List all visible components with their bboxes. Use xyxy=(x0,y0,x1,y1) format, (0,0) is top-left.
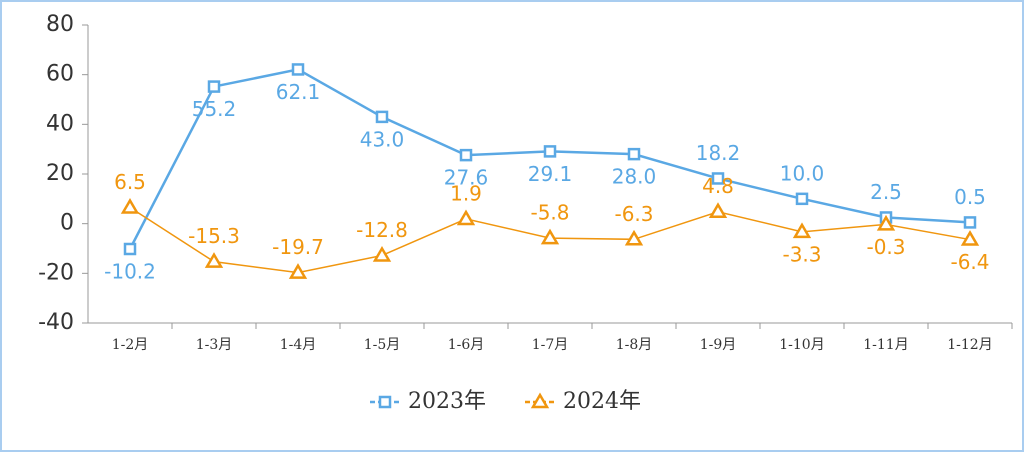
data-point xyxy=(543,145,557,158)
data-point xyxy=(459,148,473,162)
data-point xyxy=(627,147,641,161)
data-label: 1.9 xyxy=(450,181,482,205)
data-label: 43.0 xyxy=(360,127,405,151)
data-label: -19.7 xyxy=(272,235,324,259)
y-tick-label: 0 xyxy=(60,211,74,236)
data-label: -3.3 xyxy=(782,242,821,266)
legend-marker xyxy=(530,392,550,409)
y-tick-label: 20 xyxy=(46,161,74,186)
data-point xyxy=(207,80,221,93)
x-tick-label: 1-9月 xyxy=(700,337,737,353)
data-point xyxy=(288,263,308,279)
data-label: 6.5 xyxy=(114,170,146,194)
data-point xyxy=(711,172,725,185)
data-point xyxy=(456,209,476,226)
data-point xyxy=(708,202,728,218)
data-point xyxy=(123,242,137,256)
data-label: -0.3 xyxy=(866,235,905,259)
legend-label: 2023年 xyxy=(408,389,486,414)
x-tick-label: 1-6月 xyxy=(448,337,485,353)
legend-label: 2024年 xyxy=(563,389,641,414)
data-label: -10.2 xyxy=(104,259,156,283)
y-tick-label: 40 xyxy=(46,111,74,136)
data-point xyxy=(120,198,140,214)
data-label: -6.4 xyxy=(950,250,989,274)
x-tick-label: 1-5月 xyxy=(364,337,401,353)
y-tick-label: -20 xyxy=(38,260,74,285)
data-label: -6.3 xyxy=(614,202,653,226)
data-label: 28.0 xyxy=(612,165,657,189)
x-tick-label: 1-10月 xyxy=(779,337,824,353)
data-label: 10.0 xyxy=(780,161,825,185)
x-tick-label: 1-11月 xyxy=(863,337,908,353)
legend-marker xyxy=(378,395,392,409)
data-label: -5.8 xyxy=(530,201,569,225)
data-point xyxy=(876,214,896,231)
data-point xyxy=(291,63,305,76)
x-tick-label: 1-4月 xyxy=(280,337,317,353)
x-tick-label: 1-8月 xyxy=(616,337,653,353)
data-point xyxy=(624,229,644,246)
data-point xyxy=(792,222,812,239)
y-tick-label: 60 xyxy=(46,62,74,87)
data-label: 62.1 xyxy=(276,80,321,104)
data-label: 29.1 xyxy=(528,162,573,186)
x-tick-label: 1-12月 xyxy=(947,337,992,353)
y-tick-label: 80 xyxy=(46,12,74,37)
data-label: 2.5 xyxy=(870,180,902,204)
data-point xyxy=(540,228,560,245)
data-point xyxy=(795,192,809,206)
data-point xyxy=(963,216,977,229)
data-label: 0.5 xyxy=(954,185,986,209)
data-label: 55.2 xyxy=(192,97,237,121)
data-label: 18.2 xyxy=(696,141,741,165)
x-tick-label: 1-3月 xyxy=(196,337,233,353)
data-point xyxy=(372,245,392,262)
x-tick-label: 1-7月 xyxy=(532,337,569,353)
data-label: 4.8 xyxy=(702,174,734,198)
data-point xyxy=(204,252,224,268)
data-label: -15.3 xyxy=(188,224,240,248)
data-label: -12.8 xyxy=(356,218,408,242)
data-point xyxy=(375,110,389,124)
y-tick-label: -40 xyxy=(38,310,74,335)
x-tick-label: 1-2月 xyxy=(112,337,149,353)
data-point xyxy=(960,230,980,246)
data-label: 27.6 xyxy=(444,166,489,190)
